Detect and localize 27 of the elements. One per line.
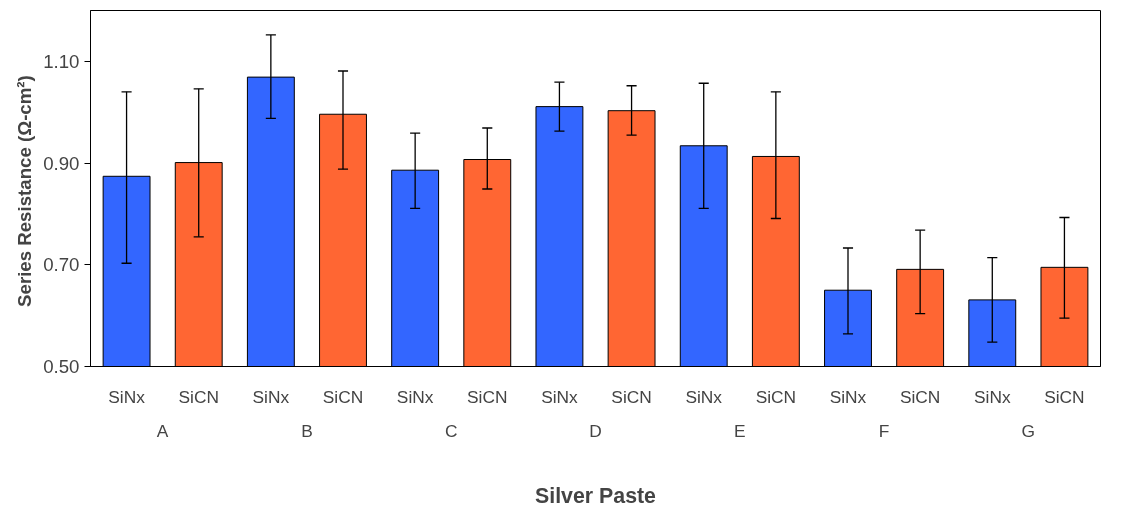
y-tick-label: 0.90: [43, 152, 80, 174]
text: SiCN: [611, 386, 652, 407]
text: SiNx: [829, 386, 867, 407]
y-tick-label: 1.10: [43, 50, 80, 72]
series-label: SiNx: [108, 386, 146, 407]
text: SiCN: [755, 386, 797, 407]
y-tick-label: 0.50: [43, 356, 80, 377]
x-tick-label: E: [734, 420, 746, 441]
text: SiNx: [973, 386, 1011, 407]
y-axis-title: Series Resistance (Ω-cm²): [14, 75, 36, 307]
x-tick-label: D: [589, 420, 602, 441]
x-tick-label: B: [301, 420, 313, 441]
x-tick-label: G: [1021, 420, 1036, 441]
x-tick-label: A: [156, 420, 169, 441]
text: SiCN: [322, 386, 364, 407]
text: SiCN: [1044, 386, 1085, 407]
x-tick-label: F: [878, 420, 890, 441]
text: SiCN: [467, 386, 508, 407]
y-tick-label: 0.70: [43, 254, 80, 276]
text: SiNx: [252, 386, 290, 407]
series-label: SiCN: [178, 386, 219, 407]
x-tick-label: C: [444, 420, 458, 441]
text: SiNx: [685, 386, 723, 407]
text: SiNx: [396, 386, 434, 407]
text: SiCN: [899, 386, 941, 407]
text: SiNx: [541, 386, 578, 407]
x-axis-title: Silver Paste: [535, 483, 657, 508]
